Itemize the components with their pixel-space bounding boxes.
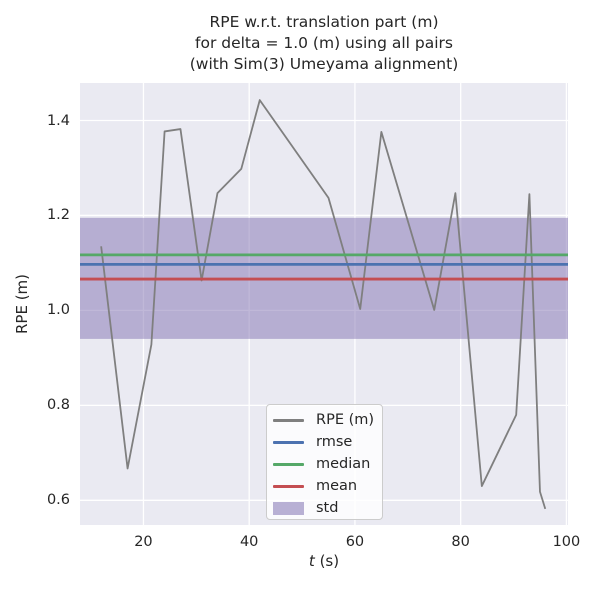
x-tick-20: 20 xyxy=(134,534,153,550)
title-line-3: (with Sim(3) Umeyama alignment) xyxy=(189,55,459,73)
legend-label: mean xyxy=(316,478,358,494)
legend: RPE (m) rmse median mean std xyxy=(266,404,383,520)
x-tick-80: 80 xyxy=(451,534,470,550)
legend-line-swatch xyxy=(273,462,304,466)
x-tick-100: 100 xyxy=(552,534,581,550)
legend-item-mean: mean xyxy=(273,475,382,497)
y-tick-0.8: 0.8 xyxy=(46,397,70,414)
y-tick-1.4: 1.4 xyxy=(46,112,70,129)
legend-line-swatch xyxy=(273,484,304,488)
legend-line-swatch xyxy=(273,418,304,422)
title-line-2: for delta = 1.0 (m) using all pairs xyxy=(195,34,453,52)
y-tick-1.2: 1.2 xyxy=(46,207,70,224)
y-tick-0.6: 0.6 xyxy=(46,492,70,509)
legend-item-rmse: rmse xyxy=(273,431,382,453)
x-tick-40: 40 xyxy=(239,534,259,550)
figure-title: RPE w.r.t. translation part (m) for delt… xyxy=(190,12,459,75)
x-axis-label-var: t xyxy=(308,552,315,570)
y-tick-1: 1.0 xyxy=(46,302,70,319)
legend-label: std xyxy=(316,500,339,516)
title-line-1: RPE w.r.t. translation part (m) xyxy=(209,13,439,31)
rpe-trace xyxy=(100,99,547,510)
legend-patch-swatch xyxy=(273,501,304,515)
legend-label: median xyxy=(316,456,371,472)
legend-line-swatch xyxy=(273,440,304,444)
y-axis-label: RPE (m) xyxy=(13,273,31,335)
legend-item-median: median xyxy=(273,453,382,475)
legend-item-rpe-m-: RPE (m) xyxy=(273,409,382,431)
x-axis-label: t (s) xyxy=(309,552,339,570)
x-axis-label-unit: (s) xyxy=(314,552,340,570)
x-tick-60: 60 xyxy=(345,534,365,550)
legend-label: rmse xyxy=(316,434,353,450)
legend-label: RPE (m) xyxy=(316,412,375,428)
legend-item-std: std xyxy=(273,497,382,519)
